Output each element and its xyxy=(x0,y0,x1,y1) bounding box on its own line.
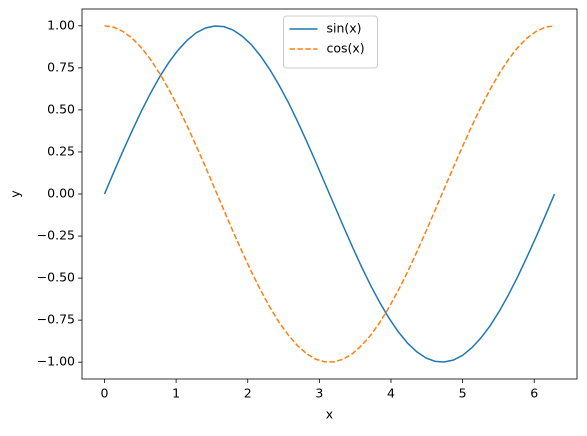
y-tick-label: 1.00 xyxy=(47,17,75,32)
y-tick-label: −0.25 xyxy=(37,228,75,243)
x-tick-label: 2 xyxy=(244,386,252,401)
y-tick-label: 0.50 xyxy=(47,101,75,116)
x-tick-label: 0 xyxy=(101,386,109,401)
line-series xyxy=(104,25,555,363)
axes-frame xyxy=(81,8,578,380)
y-tick-label: −0.50 xyxy=(37,270,75,285)
x-axis-label: x xyxy=(326,407,333,422)
y-tick-label: −0.75 xyxy=(37,312,75,327)
legend-label: sin(x) xyxy=(327,21,362,36)
y-tick-label: 0.25 xyxy=(47,143,75,158)
line-series xyxy=(103,25,556,363)
y-axis-label: y xyxy=(8,190,23,198)
x-tick-label: 6 xyxy=(530,386,538,401)
x-tick-label: 5 xyxy=(459,386,467,401)
x-tick-label: 1 xyxy=(172,386,180,401)
legend-label: cos(x) xyxy=(327,41,365,56)
y-tick-label: 0.00 xyxy=(47,186,75,201)
y-tick-label: 0.75 xyxy=(47,59,75,74)
x-tick-label: 4 xyxy=(387,386,395,401)
y-tick-label: −1.00 xyxy=(37,354,75,369)
x-tick-label: 3 xyxy=(315,386,323,401)
